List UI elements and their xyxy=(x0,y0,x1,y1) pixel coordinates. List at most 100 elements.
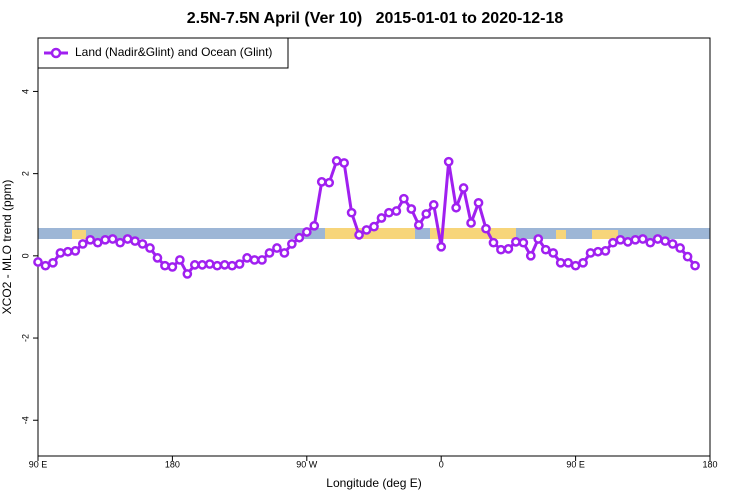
data-point xyxy=(421,209,432,219)
data-point xyxy=(451,202,461,213)
data-point xyxy=(458,183,469,193)
data-point xyxy=(227,260,237,271)
y-tick-label: -4 xyxy=(20,416,30,424)
data-point xyxy=(219,260,230,270)
data-point xyxy=(272,243,282,253)
data-point xyxy=(585,248,596,258)
data-point xyxy=(369,221,379,232)
data-point xyxy=(152,253,163,263)
data-point xyxy=(92,237,103,248)
data-point xyxy=(376,213,387,223)
data-point xyxy=(399,193,409,204)
chart-title: 2.5N-7.5N April (Ver 10) 2015-01-01 to 2… xyxy=(187,10,564,27)
data-point xyxy=(384,207,394,218)
data-point xyxy=(354,230,364,240)
data-point xyxy=(182,269,193,279)
data-point xyxy=(391,206,402,216)
data-point xyxy=(615,234,626,245)
data-point xyxy=(540,244,551,255)
data-point xyxy=(428,200,439,210)
data-point xyxy=(630,234,641,245)
data-point xyxy=(533,234,544,244)
data-point xyxy=(137,239,148,249)
data-point xyxy=(436,241,447,252)
data-point xyxy=(309,220,320,231)
y-tick-label: 2 xyxy=(20,171,30,176)
data-point xyxy=(473,197,484,208)
y-tick-label: -2 xyxy=(20,334,30,342)
data-point xyxy=(145,243,155,253)
data-point xyxy=(197,260,208,270)
x-tick-label: 90 E xyxy=(566,459,585,469)
data-point xyxy=(667,239,678,249)
data-point xyxy=(316,177,327,187)
data-point xyxy=(511,237,521,247)
data-point xyxy=(287,239,297,249)
data-point xyxy=(242,253,252,263)
data-point xyxy=(257,255,267,265)
data-point xyxy=(496,244,506,255)
x-tick-label: 180 xyxy=(702,459,717,469)
data-point xyxy=(100,234,111,245)
data-point xyxy=(518,237,529,248)
data-point xyxy=(406,204,417,214)
data-point xyxy=(525,250,536,261)
data-point xyxy=(70,246,81,256)
x-tick-label: 90 E xyxy=(29,459,48,469)
data-point xyxy=(593,246,603,257)
data-point xyxy=(55,248,66,258)
legend-marker xyxy=(50,47,62,59)
data-point xyxy=(675,243,685,253)
data-point xyxy=(122,234,133,244)
legend-box xyxy=(37,37,289,69)
y-axis-label: XCO2 - MLO trend (ppm) xyxy=(0,180,14,315)
x-tick-label: 0 xyxy=(439,459,444,469)
data-point xyxy=(48,257,58,268)
x-axis-label: Longitude (deg E) xyxy=(326,476,421,490)
data-point xyxy=(623,237,633,247)
data-point xyxy=(40,260,51,271)
data-point xyxy=(204,259,215,269)
data-point xyxy=(77,239,88,249)
data-point xyxy=(130,236,140,246)
data-point xyxy=(107,234,118,244)
data-point xyxy=(660,236,671,246)
data-point xyxy=(160,260,170,271)
data-point xyxy=(339,158,349,168)
data-point xyxy=(234,259,245,269)
data-point xyxy=(212,260,223,271)
data-point xyxy=(85,234,96,245)
data-point xyxy=(690,260,700,271)
data-point xyxy=(578,257,588,268)
y-tick-label: 0 xyxy=(20,253,30,258)
data-point xyxy=(331,156,342,166)
data-point xyxy=(346,207,357,218)
data-point xyxy=(637,234,648,244)
data-point xyxy=(264,248,275,258)
x-tick-label: 90 W xyxy=(296,459,318,469)
data-point xyxy=(115,237,125,248)
plot-frame xyxy=(37,37,711,457)
data-point xyxy=(555,257,566,268)
map-strip xyxy=(38,228,710,239)
legend-label: Land (Nadir&Glint) and Ocean (Glint) xyxy=(75,45,272,59)
data-point xyxy=(279,248,290,258)
data-point xyxy=(249,255,260,265)
data-point xyxy=(652,234,663,244)
data-point xyxy=(682,251,693,262)
data-point xyxy=(563,257,573,268)
data-point xyxy=(466,218,476,228)
y-tick-label: 4 xyxy=(20,89,30,94)
data-point xyxy=(608,237,618,248)
x-tick-label: 180 xyxy=(165,459,180,469)
data-point xyxy=(413,220,424,230)
data-point xyxy=(488,237,499,248)
data-point xyxy=(301,227,312,237)
data-point xyxy=(324,177,335,188)
data-point xyxy=(481,223,491,234)
data-point xyxy=(503,243,514,254)
data-point xyxy=(33,257,43,267)
data-point xyxy=(570,260,581,271)
data-point xyxy=(189,260,200,270)
